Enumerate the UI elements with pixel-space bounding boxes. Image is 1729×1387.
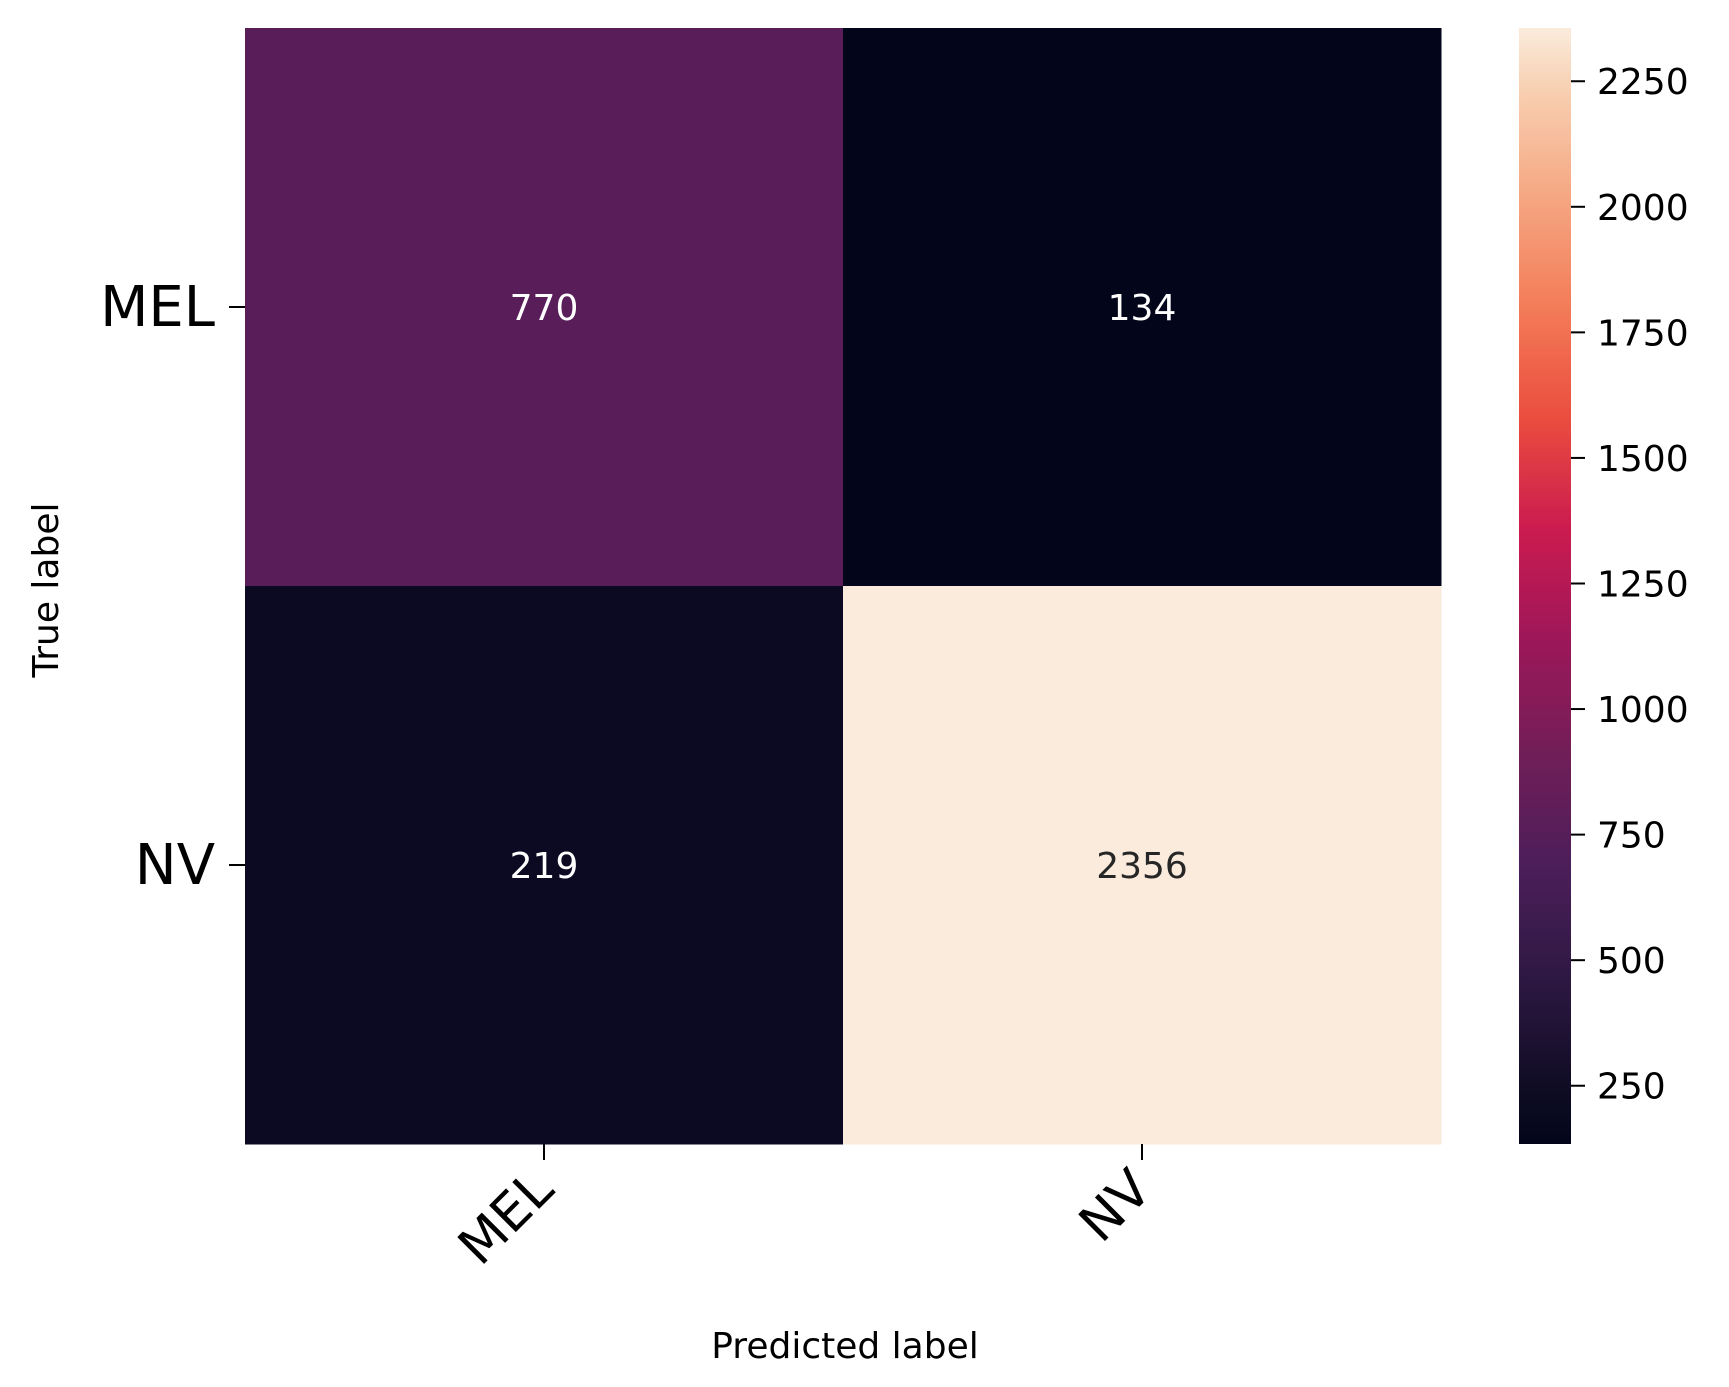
heatmap-cells <box>245 28 1442 1145</box>
colorbar <box>1519 28 1571 1144</box>
cell-value-r0-c0: 770 <box>510 288 579 329</box>
y-axis-ticks: MEL NV <box>100 275 245 898</box>
colorbar-ticks: 250 500 750 1000 1250 1500 1750 2000 2250 <box>1571 62 1689 1108</box>
colorbar-tick-label-8: 2250 <box>1597 62 1689 103</box>
y-axis-title: True label <box>26 503 67 679</box>
x-axis-title: Predicted label <box>711 1326 979 1367</box>
y-tick-label-1: NV <box>135 833 215 898</box>
heatmap-cell-r0-c0 <box>245 28 844 587</box>
colorbar-tick-label-4: 1250 <box>1597 564 1689 605</box>
heatmap-cell-labels: 770 134 219 2356 <box>510 288 1188 887</box>
heatmap-cell-r0-c1 <box>843 28 1442 587</box>
x-tick-label-1: NV <box>1068 1158 1163 1253</box>
x-tick-label-0: MEL <box>447 1159 565 1277</box>
heatmap-cell-r1-c0 <box>245 586 844 1145</box>
y-tick-label-0: MEL <box>100 275 215 340</box>
cell-value-r1-c0: 219 <box>510 846 579 887</box>
colorbar-tick-label-1: 500 <box>1597 941 1666 982</box>
heatmap-cell-r1-c1 <box>843 586 1442 1145</box>
colorbar-tick-label-6: 1750 <box>1597 313 1689 354</box>
cell-value-r1-c1: 2356 <box>1096 846 1188 887</box>
colorbar-tick-label-0: 250 <box>1597 1067 1666 1108</box>
colorbar-tick-label-3: 1000 <box>1597 690 1689 731</box>
colorbar-tick-label-7: 2000 <box>1597 188 1689 229</box>
cell-value-r0-c1: 134 <box>1108 288 1177 329</box>
colorbar-tick-label-5: 1500 <box>1597 439 1689 480</box>
x-axis-ticks: MEL NV <box>447 1144 1163 1277</box>
colorbar-tick-label-2: 750 <box>1597 816 1666 857</box>
